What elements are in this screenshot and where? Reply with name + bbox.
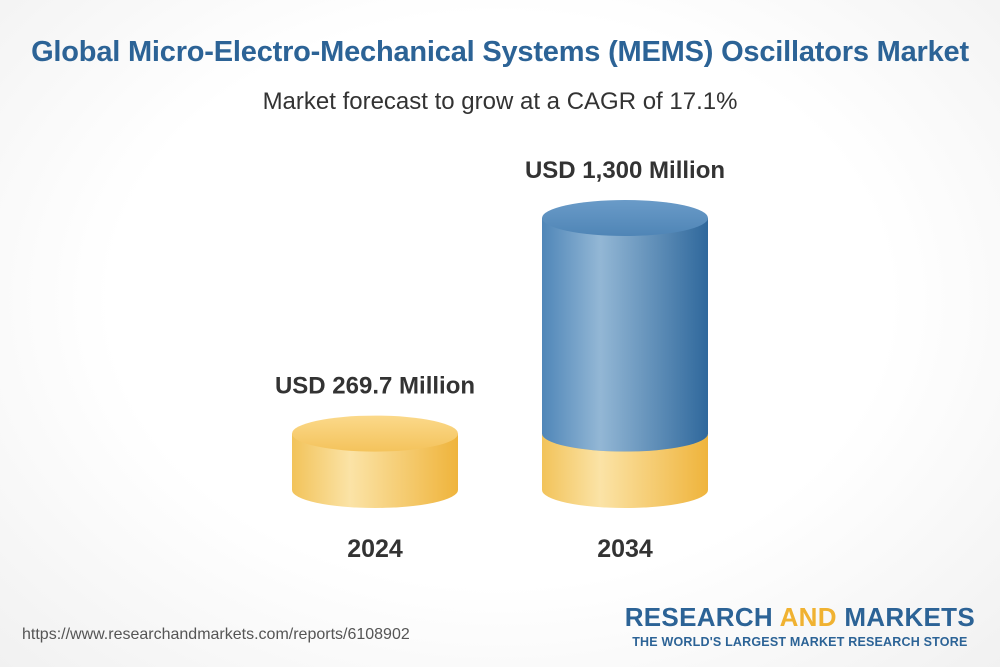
value-label-2024: USD 269.7 Million	[275, 373, 475, 400]
category-label-2024: 2024	[347, 535, 403, 563]
category-label-2034: 2034	[597, 535, 653, 563]
logo-wordmark: RESEARCH AND MARKETS	[625, 603, 975, 631]
bar-2034-growth-segment-side	[542, 218, 708, 452]
source-url[interactable]: https://www.researchandmarkets.com/repor…	[22, 626, 410, 643]
bar-2034-growth-segment-top	[542, 200, 708, 236]
labels-group: USD 269.7 Million 2024 USD 1,300 Million 20…	[275, 157, 725, 563]
logo-tagline: THE WORLD'S LARGEST MARKET RESEARCH STOR…	[632, 635, 968, 649]
chart-title: Global Micro-Electro-Mechanical Systems …	[31, 36, 969, 68]
bar-2024-cylinder-top	[292, 415, 458, 452]
chart-subtitle: Market forecast to grow at a CAGR of 17.…	[262, 88, 738, 115]
bar-2034-base-segment-side	[542, 433, 708, 508]
logo-word-markets: MARKETS	[844, 602, 975, 632]
bar-2034	[542, 200, 708, 508]
logo-word-research: RESEARCH	[624, 602, 774, 632]
bar-2024-cylinder-side	[292, 433, 458, 508]
value-label-2034: USD 1,300 Million	[525, 157, 725, 184]
bar-2024-cylinder	[292, 415, 458, 508]
logo-word-and: AND	[779, 602, 837, 632]
bar-2024	[292, 415, 458, 508]
bar-2034-growth-segment	[542, 200, 708, 452]
brand-logo[interactable]: RESEARCH AND MARKETS THE WORLD'S LARGEST…	[625, 603, 975, 649]
chart-canvas: USD 269.7 Million 2024 USD 1,300 Million 20…	[275, 157, 725, 563]
bars-group	[292, 200, 708, 508]
